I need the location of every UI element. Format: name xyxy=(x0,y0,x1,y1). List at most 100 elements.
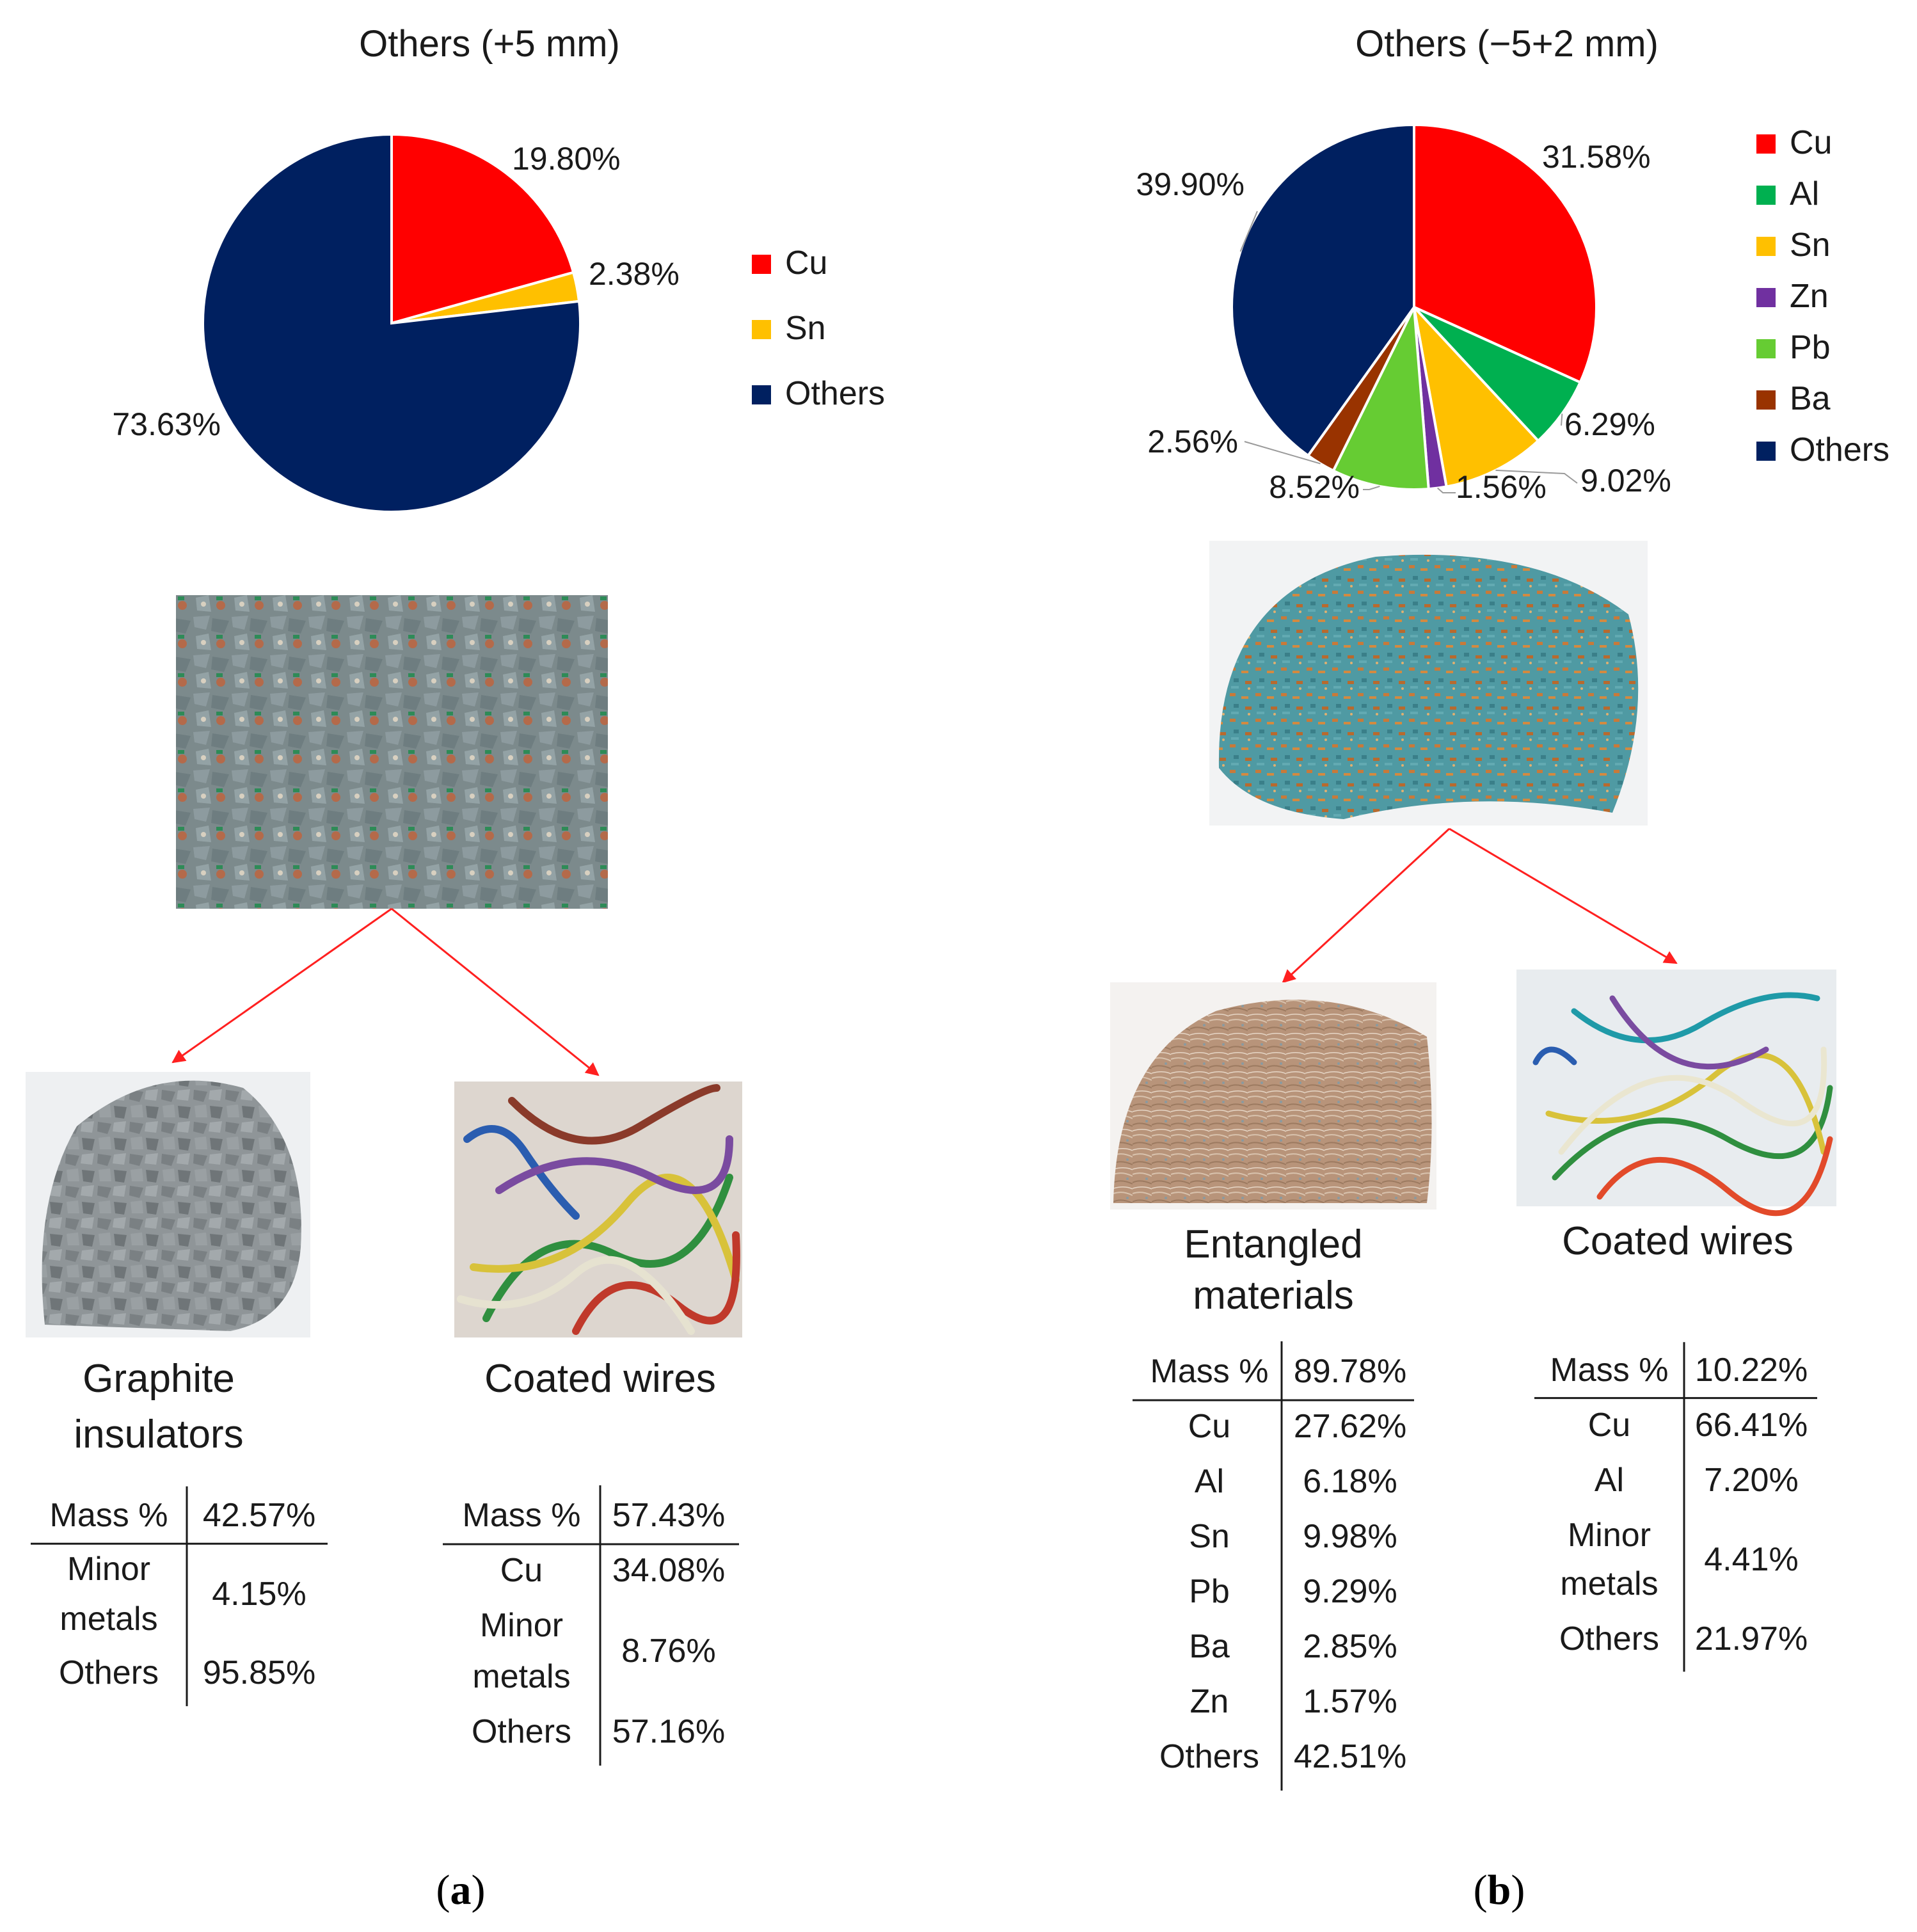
caption-graphite-line2: insulators xyxy=(74,1412,243,1457)
table-graphite-row-1-name: Minor xyxy=(67,1551,150,1588)
pie-b-data-label-sn: 9.02% xyxy=(1580,463,1671,499)
table-graphite-row-0-value: 42.57% xyxy=(203,1497,315,1534)
arrow-to-wires-b xyxy=(1449,827,1678,964)
table-wires-a-row-3-value: 57.16% xyxy=(612,1713,725,1750)
pie-b-data-label-al: 6.29% xyxy=(1564,406,1655,442)
table-graphite-row-2-value: 95.85% xyxy=(203,1654,315,1691)
table-wires-b-row-3-name: metals xyxy=(1560,1565,1658,1602)
panel-b-close: ) xyxy=(1511,1867,1525,1913)
table-entangled-row-1-name: Cu xyxy=(1188,1408,1230,1445)
panel-b-open: ( xyxy=(1474,1867,1488,1913)
pie-a-slice-cu xyxy=(390,132,575,325)
pie-b-data-label-others: 39.90% xyxy=(1136,166,1245,202)
pie-b-legend-swatch-sn xyxy=(1756,237,1776,256)
pie-chart-b: 31.58% 6.29% 9.02% 1.56% 8.52% 2.56% 39.90% xyxy=(1136,123,1671,505)
table-wires-a-row-1-value: 34.08% xyxy=(612,1552,725,1589)
caption-coated-wires-a: Coated wires xyxy=(484,1357,716,1401)
pie-b-legend-swatch-ba xyxy=(1756,390,1776,410)
pie-b-leader-zn xyxy=(1437,487,1456,493)
table-graphite-row-2-name: Others xyxy=(59,1654,159,1691)
pie-a-legend-entry-sn: Sn xyxy=(785,310,826,347)
table-wires-b-row-1-value: 66.41% xyxy=(1695,1407,1808,1444)
pie-chart-a: 19.80% 2.38% 73.63% xyxy=(112,132,680,513)
chart-a-title: Others (+5 mm) xyxy=(359,23,620,65)
caption-entangled-line1: Entangled xyxy=(1184,1222,1362,1266)
table-entangled-row-0-value: 89.78% xyxy=(1294,1353,1406,1390)
panel-a-close: ) xyxy=(472,1867,486,1913)
pie-b-data-label-ba: 2.56% xyxy=(1147,424,1238,459)
table-wires-b-row-1-name: Cu xyxy=(1588,1407,1630,1444)
panel-label-a: (a) xyxy=(436,1867,486,1913)
table-wires-a-row-0-value: 57.43% xyxy=(612,1497,725,1534)
table-entangled-row-2-value: 6.18% xyxy=(1303,1463,1397,1500)
table-graphite: Mass % 42.57% Minor metals 4.15% Others 95.85% xyxy=(31,1486,328,1707)
pie-b-leader-sn xyxy=(1495,469,1578,484)
arrow-to-graphite xyxy=(171,907,392,1064)
panel-a-open: ( xyxy=(436,1867,450,1913)
pie-a-legend-swatch-cu xyxy=(752,255,771,274)
table-entangled-row-4-name: Pb xyxy=(1189,1573,1230,1610)
pie-b-legend-entry-others: Others xyxy=(1790,431,1889,468)
pie-b-legend-swatch-others xyxy=(1756,442,1776,461)
table-entangled-row-4-value: 9.29% xyxy=(1303,1573,1397,1610)
caption-graphite-line1: Graphite xyxy=(83,1357,235,1401)
pie-b-legend-entry-ba: Ba xyxy=(1790,380,1831,417)
table-wires-a-row-0-name: Mass % xyxy=(463,1497,581,1534)
table-coated-wires-b: Mass % 10.22% Cu 66.41% Al 7.20% Minor metals 4.… xyxy=(1534,1342,1817,1672)
pie-b-leader-al xyxy=(1561,413,1563,426)
pie-a-data-label-others: 73.63% xyxy=(112,406,221,442)
table-graphite-row-1-name: metals xyxy=(60,1601,157,1638)
pie-b-data-label-cu: 31.58% xyxy=(1542,139,1651,175)
pie-b-legend-swatch-al xyxy=(1756,186,1776,205)
table-wires-b-row-3-name: Minor xyxy=(1568,1517,1651,1554)
pie-a-legend-entry-others: Others xyxy=(785,375,885,412)
pie-b-leader-ba xyxy=(1244,441,1321,465)
table-graphite-row-1-value: 4.15% xyxy=(212,1576,306,1613)
table-graphite-row-0-name: Mass % xyxy=(50,1497,168,1534)
table-wires-a-row-3-name: Others xyxy=(472,1713,571,1750)
table-wires-a-row-2-name: metals xyxy=(472,1658,570,1695)
table-coated-wires-a: Mass % 57.43% Cu 34.08% Minor metals 8.76% Othe… xyxy=(443,1485,739,1766)
table-entangled: Mass % 89.78% Cu 27.62% Al 6.18% Sn 9.98% Pb 9.29… xyxy=(1133,1341,1414,1791)
arrow-to-entangled xyxy=(1282,827,1451,984)
table-wires-b-row-4-value: 21.97% xyxy=(1695,1620,1808,1657)
pie-b-legend-entry-al: Al xyxy=(1790,175,1819,212)
pie-b-legend-entry-sn: Sn xyxy=(1790,227,1831,264)
table-entangled-row-3-name: Sn xyxy=(1189,1518,1230,1555)
pie-a-legend-swatch-sn xyxy=(752,320,771,339)
panel-label-b: (b) xyxy=(1474,1867,1525,1913)
table-entangled-row-5-value: 2.85% xyxy=(1303,1628,1397,1665)
legend-b: Cu Al Sn Zn Pb Ba Others xyxy=(1756,124,1889,468)
arrow-to-wires-a xyxy=(391,907,600,1076)
legend-a: Cu Sn Others xyxy=(752,244,885,412)
table-wires-a-row-2-value: 8.76% xyxy=(621,1633,715,1670)
table-wires-b-row-4-name: Others xyxy=(1559,1620,1659,1657)
table-wires-b-row-0-value: 10.22% xyxy=(1695,1352,1808,1389)
pie-b-leader-others xyxy=(1239,211,1258,252)
table-wires-b-row-2-name: Al xyxy=(1595,1462,1624,1499)
table-entangled-row-1-value: 27.62% xyxy=(1294,1408,1406,1445)
table-entangled-row-2-name: Al xyxy=(1195,1463,1224,1500)
table-wires-a-row-1-name: Cu xyxy=(500,1552,543,1589)
pie-b-slice-pb xyxy=(1332,302,1430,491)
pie-b-slice-al xyxy=(1413,306,1582,443)
pie-a-data-label-sn: 2.38% xyxy=(589,256,680,292)
pie-b-legend-entry-pb: Pb xyxy=(1790,329,1831,366)
chart-b-title: Others (−5+2 mm) xyxy=(1355,23,1658,65)
pie-b-leader-pb xyxy=(1363,485,1380,490)
table-entangled-row-6-value: 1.57% xyxy=(1303,1683,1397,1720)
table-wires-a-row-2-name: Minor xyxy=(480,1607,563,1644)
table-wires-b-row-3-value: 4.41% xyxy=(1704,1541,1798,1578)
pie-a-slice-others xyxy=(202,132,582,513)
table-entangled-row-3-value: 9.98% xyxy=(1303,1518,1397,1555)
pie-b-legend-entry-cu: Cu xyxy=(1790,124,1832,161)
photo-coated-wires-b xyxy=(1516,970,1836,1206)
pie-b-legend-swatch-cu xyxy=(1756,134,1776,154)
photo-others-plus5 xyxy=(176,595,608,909)
table-entangled-row-5-name: Ba xyxy=(1189,1628,1230,1665)
panel-b-letter: b xyxy=(1488,1867,1511,1913)
pie-b-legend-entry-zn: Zn xyxy=(1790,278,1829,315)
pie-b-data-label-pb: 8.52% xyxy=(1269,469,1360,505)
pie-b-legend-swatch-pb xyxy=(1756,339,1776,358)
